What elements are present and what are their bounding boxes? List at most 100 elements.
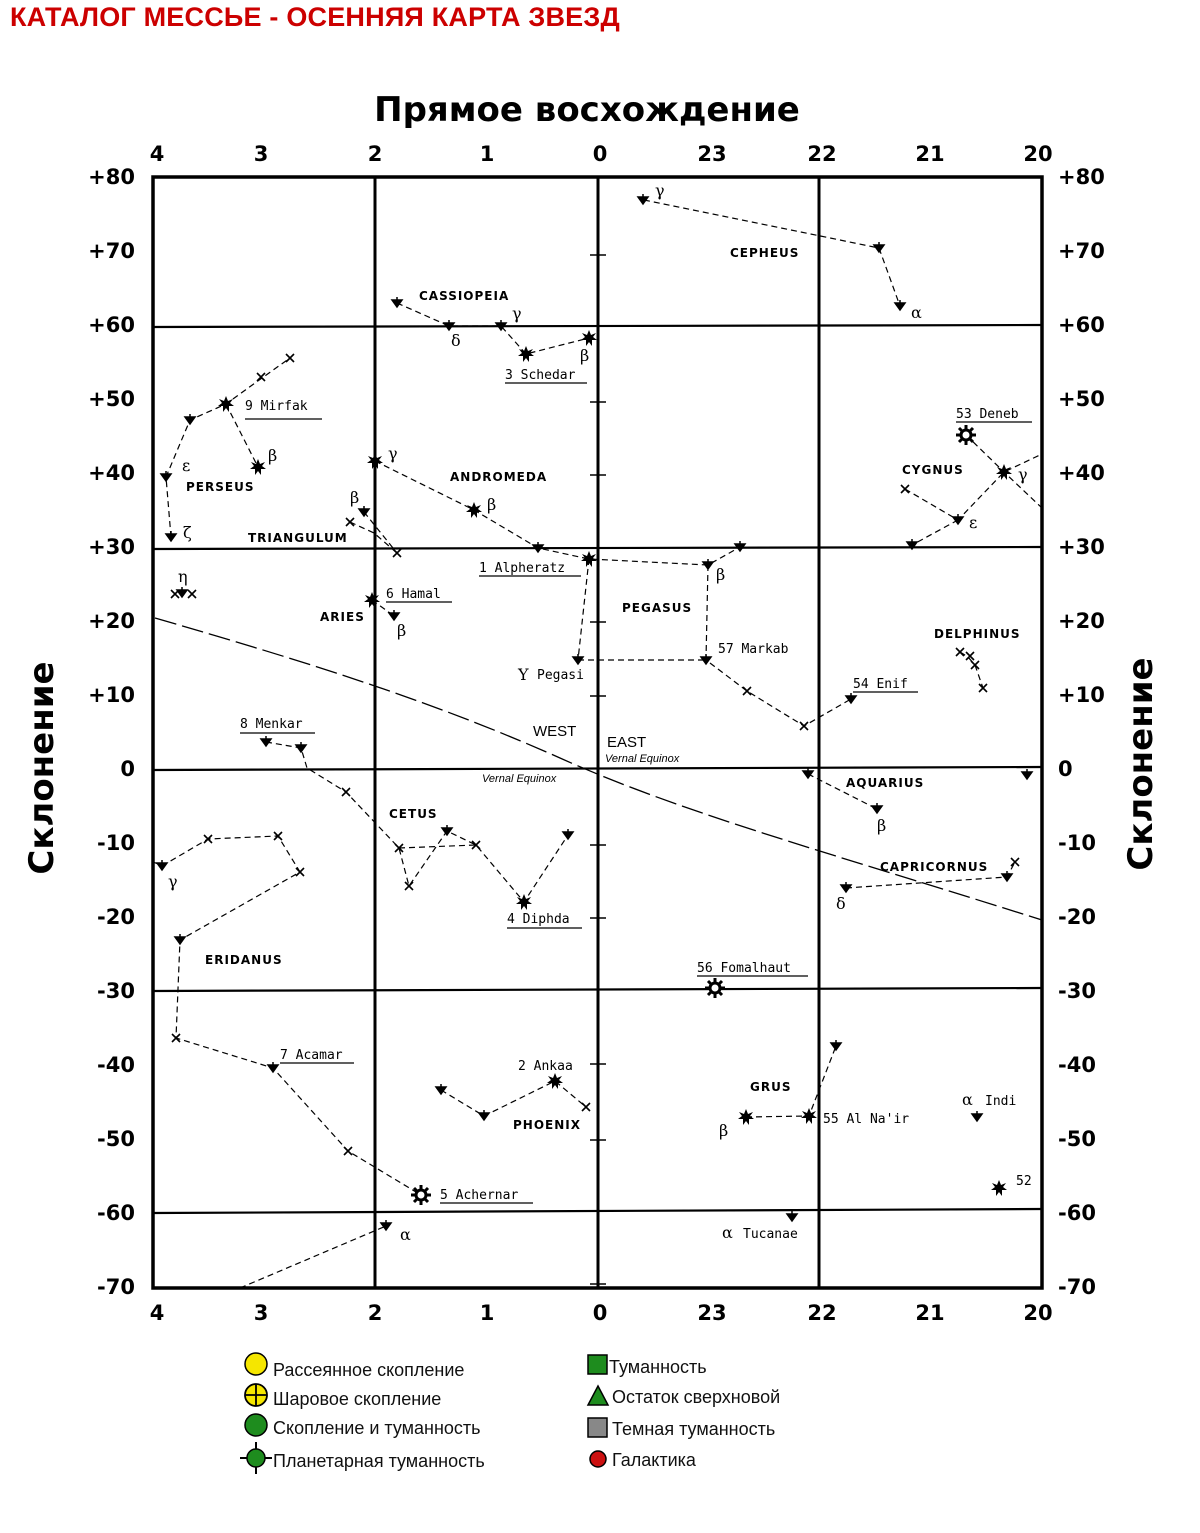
dec-tick-right: -30 — [1058, 979, 1096, 1003]
label-hamal: 6 Hamal — [386, 587, 441, 602]
legend-supernova-remnant: Остаток сверхновой — [612, 1387, 780, 1407]
cetus-mark-8 — [562, 828, 574, 840]
cassiopeia-beta-mark — [581, 330, 597, 346]
label-schedar: 3 Schedar — [505, 368, 576, 383]
label-gamma-pegasi: Pegasi — [537, 668, 584, 683]
eridanus-cross-1 — [203, 834, 213, 844]
label-enif: 54 Enif — [853, 677, 908, 692]
grus-mark-3 — [830, 1039, 842, 1051]
greek-cassiopeia-beta: β — [580, 346, 589, 365]
page-title: КАТАЛОГ МЕССЬЕ - ОСЕННЯЯ КАРТА ЗВЕЗД — [10, 2, 620, 32]
eridanus-lines — [161, 835, 422, 1196]
greek-perseus-zeta: ζ — [183, 523, 192, 542]
label-vernal-equinox-left: Vernal Equinox — [482, 773, 557, 785]
achernar-mark — [410, 1184, 432, 1206]
pegasus-mark-2 — [734, 540, 746, 552]
label-ankaa: 2 Ankaa — [518, 1059, 573, 1074]
dec-tick-right: +10 — [1058, 683, 1105, 707]
label-alpha-indi-greek: α — [962, 1090, 973, 1109]
legend-cluster-nebula: Скопление и туманность — [273, 1418, 481, 1438]
dec-ticks-left: +80 +70 +60 +50 +40 +30 +20 +10 0 -10 -20 -30 -40 -50… — [88, 165, 135, 1299]
cetus-mark-2 — [295, 741, 307, 753]
perseus-lines-b — [225, 403, 259, 468]
dec-tick-left: -30 — [97, 979, 135, 1003]
label-tucanae: Tucanae — [743, 1227, 798, 1242]
legend-galaxy: Галактика — [612, 1450, 697, 1470]
dec-tick-left: -10 — [97, 831, 135, 855]
dec-tick-left: +60 — [88, 313, 135, 337]
grid-dec-60 — [152, 323, 1043, 329]
triangulum-cross — [345, 517, 355, 527]
label-pegasus: PEGASUS — [622, 601, 692, 615]
phoenix-mark-2 — [478, 1109, 490, 1121]
ra-ticks-bottom: 4 3 2 1 0 23 22 21 20 — [150, 1301, 1053, 1325]
greek-andromeda-beta: β — [487, 495, 496, 514]
cassiopeia-gamma-mark — [495, 319, 507, 331]
hamal-mark — [364, 592, 380, 608]
perseus-lines-a — [165, 357, 291, 538]
cetus-cross-1 — [341, 787, 351, 797]
ra-tick-top: 22 — [807, 142, 836, 166]
ecliptic-line — [154, 617, 1043, 921]
greek-cygnus-gamma: γ — [1018, 465, 1028, 484]
equinox-annotations: WEST EAST Vernal Equinox Vernal Equinox — [482, 723, 680, 785]
eridanus-cross-3 — [295, 867, 305, 877]
legend-globular-cluster: Шаровое скопление — [273, 1389, 441, 1409]
star-symbols — [156, 193, 1033, 1231]
dec-tick-right: +70 — [1058, 239, 1105, 263]
open-cluster-icon — [244, 1352, 268, 1376]
label-achernar: 5 Achernar — [440, 1188, 518, 1203]
acamar-mark — [267, 1061, 279, 1073]
label-markab: 57 Markab — [718, 642, 789, 657]
dec-tick-left: -70 — [97, 1275, 135, 1299]
ra-tick-top: 2 — [368, 142, 383, 166]
legend-nebula: Туманность — [609, 1357, 707, 1377]
label-alpha-indi: Indi — [985, 1094, 1016, 1109]
greek-aries-eta: η — [178, 567, 188, 586]
ra-tick-bottom: 21 — [915, 1301, 944, 1325]
planetary-nebula-icon — [240, 1442, 272, 1474]
cygnus-lines-c — [911, 519, 959, 546]
dec-tick-right: -20 — [1058, 905, 1096, 929]
legend-planetary-nebula: Планетарная туманность — [273, 1451, 485, 1471]
globular-cluster-icon — [244, 1383, 268, 1407]
label-cetus: CETUS — [389, 807, 438, 821]
cetus-mark-6 — [441, 824, 453, 836]
phoenix-cross — [581, 1102, 591, 1112]
eridanus-mark-5 — [174, 933, 186, 945]
label-grus: GRUS — [750, 1080, 791, 1094]
ra-tick-bottom: 1 — [480, 1301, 495, 1325]
cassiopeia-lines — [396, 302, 590, 355]
cassiopeia-mark-1 — [391, 296, 403, 308]
aries-eta-mark — [176, 586, 188, 598]
greek-eridanus-gamma: γ — [168, 872, 178, 891]
dec-tick-left: -20 — [97, 905, 135, 929]
tucanae-mark — [786, 1210, 798, 1222]
label-aquarius: AQUARIUS — [846, 776, 924, 790]
dec-tick-right: +60 — [1058, 313, 1105, 337]
pegasus-lines-a — [577, 558, 590, 661]
dec-axis-title-right: Склонение — [1121, 657, 1161, 870]
greek-aries-beta: β — [397, 621, 406, 640]
dec-tick-left: +10 — [88, 683, 135, 707]
constellation-labels: CASSIOPEIA CEPHEUS ANDROMEDA PERSEUS TRI… — [186, 246, 1020, 1132]
cepheus-mark — [873, 241, 885, 253]
dec-tick-right: -70 — [1058, 1275, 1096, 1299]
capricornus-mark-2 — [1001, 870, 1013, 882]
label-west: WEST — [533, 723, 576, 740]
delphinus-cross-4 — [978, 683, 988, 693]
ra-tick-top: 3 — [254, 142, 269, 166]
dec-tick-left: -50 — [97, 1127, 135, 1151]
cetus-lines — [265, 741, 569, 904]
deneb-mark — [955, 424, 977, 446]
ankaa-mark — [547, 1073, 563, 1089]
greek-cassiopeia-delta: δ — [451, 331, 461, 350]
ra-tick-top: 4 — [150, 142, 165, 166]
alpha-indi-mark — [971, 1110, 983, 1122]
ra-tick-top: 20 — [1023, 142, 1052, 166]
ra-ticks-top: 4 3 2 1 0 23 22 21 20 — [150, 142, 1053, 166]
dec-ticks-right: +80 +70 +60 +50 +40 +30 +20 +10 0 -10 -20 -30 -40 -50… — [1058, 165, 1105, 1299]
label-perseus: PERSEUS — [186, 480, 254, 494]
delphinus-cross-3 — [970, 660, 980, 670]
